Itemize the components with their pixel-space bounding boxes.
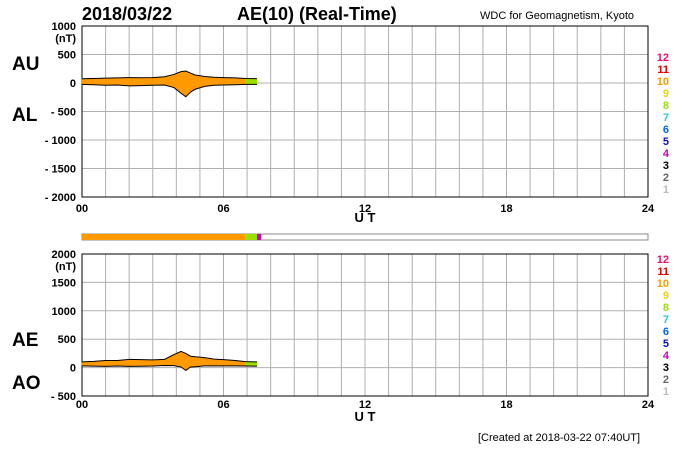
x-tick-label: 12 xyxy=(359,399,371,411)
legend-entry: 4 xyxy=(663,148,670,160)
legend-entry: 10 xyxy=(657,76,669,88)
legend-entry: 7 xyxy=(663,112,669,124)
x-tick-label: 12 xyxy=(359,203,371,215)
legend-entry: 8 xyxy=(663,302,669,314)
x-tick-label: 06 xyxy=(217,399,229,411)
y-tick-label: 0 xyxy=(70,363,76,375)
legend-entry: 11 xyxy=(657,64,669,76)
y-tick-label: 500 xyxy=(58,334,76,346)
y-unit-label: (nT) xyxy=(55,261,76,273)
data-area-segment xyxy=(164,354,175,366)
legend-entry: 12 xyxy=(657,52,669,64)
legend-entry: 8 xyxy=(663,100,669,112)
data-area-segment xyxy=(213,77,224,86)
data-area-segment xyxy=(180,70,187,98)
x-tick-label: 24 xyxy=(642,399,655,411)
plot-title: AE(10) (Real-Time) xyxy=(237,4,397,24)
data-area-segment xyxy=(235,77,246,85)
x-axis-label: U T xyxy=(355,210,376,225)
y-tick-label: 1000 xyxy=(52,306,76,318)
y-tick-label: 2000 xyxy=(52,249,76,261)
legend-entry: 3 xyxy=(663,160,669,172)
legend-entry: 11 xyxy=(657,266,669,278)
y-tick-label: 500 xyxy=(58,50,76,62)
series-lower-line xyxy=(81,364,257,372)
legend-entry: 5 xyxy=(663,136,669,148)
station-bar-segment xyxy=(245,234,257,240)
legend-entry: 2 xyxy=(663,374,669,386)
legend-entry: 9 xyxy=(663,290,669,302)
x-tick-label: 18 xyxy=(500,399,512,411)
x-tick-label: 00 xyxy=(76,399,88,411)
data-area-segment xyxy=(117,77,130,87)
series-label-al: AL xyxy=(12,105,38,126)
y-tick-label: - 1500 xyxy=(45,164,76,176)
x-axis-label: U T xyxy=(355,409,376,424)
x-tick-label: 24 xyxy=(642,203,655,215)
legend-entry: 9 xyxy=(663,88,669,100)
data-area-segment xyxy=(213,358,224,367)
data-area-segment xyxy=(194,356,205,368)
station-bar-segment xyxy=(82,234,246,240)
data-area-segment xyxy=(204,76,215,87)
legend-entry: 7 xyxy=(663,314,669,326)
data-area-segment xyxy=(93,77,106,86)
plot-date: 2018/03/22 xyxy=(82,4,173,24)
x-tick-label: 06 xyxy=(217,203,229,215)
data-area-segment xyxy=(152,359,165,367)
y-tick-label: - 2000 xyxy=(45,192,76,204)
chart-panel-top: 1000 500 0 - 500 - 1000 - 1500 - 2000 (nT) 00 06 1… xyxy=(12,21,670,225)
data-area-segment xyxy=(223,77,236,86)
data-area-segment xyxy=(128,359,142,367)
station-count-bar xyxy=(81,233,649,241)
series-upper-line xyxy=(81,70,258,80)
data-source: WDC for Geomagnetism, Kyoto xyxy=(480,10,635,22)
data-area-segment xyxy=(140,77,153,86)
created-timestamp: [Created at 2018-03-22 07:40UT] xyxy=(478,432,641,444)
data-area-segment xyxy=(152,76,165,86)
legend-entry: 6 xyxy=(663,124,669,136)
plot-frame xyxy=(81,253,649,397)
y-unit-label: (nT) xyxy=(55,33,76,45)
legend-entry: 4 xyxy=(663,350,670,362)
legend-entry: 5 xyxy=(663,338,669,350)
legend-entry: 10 xyxy=(657,278,669,290)
y-tick-label: - 500 xyxy=(51,391,76,403)
series-label-au: AU xyxy=(12,54,39,75)
data-area-segment xyxy=(81,78,95,85)
y-tick-label: 1000 xyxy=(52,21,76,33)
legend-entry: 1 xyxy=(663,184,669,196)
legend-entry: 6 xyxy=(663,326,669,338)
y-tick-label: - 1000 xyxy=(45,135,76,147)
legend-entry: 12 xyxy=(657,254,669,266)
station-bar-segment xyxy=(256,234,262,240)
plot-frame xyxy=(81,25,649,198)
data-area-segment xyxy=(105,360,118,367)
legend-entry: 2 xyxy=(663,172,669,184)
y-tick-label: 0 xyxy=(70,78,76,90)
y-tick-label: 1500 xyxy=(52,277,76,289)
data-area-segment xyxy=(140,359,153,367)
series-upper-line xyxy=(81,350,258,363)
x-tick-label: 00 xyxy=(76,203,88,215)
legend-entry: 1 xyxy=(663,386,669,398)
series-lower-line xyxy=(81,83,257,98)
data-area-segment xyxy=(128,77,142,87)
legend-entry: 3 xyxy=(663,362,669,374)
series-label-ao: AO xyxy=(12,373,41,394)
data-area-segment xyxy=(190,355,196,368)
series-label-ae: AE xyxy=(12,330,38,351)
data-area-segment xyxy=(105,77,118,86)
data-area-segment xyxy=(244,78,258,85)
x-tick-label: 18 xyxy=(500,203,512,215)
y-tick-label: - 500 xyxy=(51,107,76,119)
